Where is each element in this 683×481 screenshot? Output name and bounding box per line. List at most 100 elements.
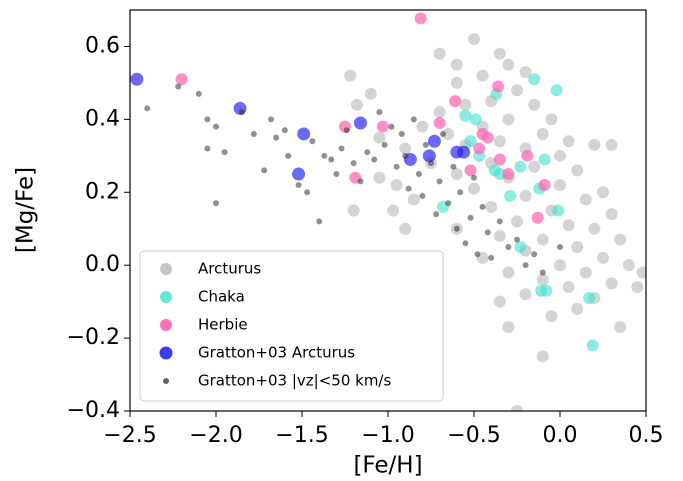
point xyxy=(488,254,495,261)
y-tick-label: 0.2 xyxy=(85,179,120,204)
legend-label: Chaka xyxy=(198,288,245,306)
point xyxy=(502,321,515,334)
point xyxy=(450,168,463,181)
point xyxy=(471,174,477,181)
x-tick-label: −1.0 xyxy=(361,423,414,448)
legend-marker xyxy=(159,346,173,360)
x-tick-label: −1.5 xyxy=(275,423,328,448)
point xyxy=(511,215,523,228)
x-tick-label: 0.5 xyxy=(629,423,664,448)
point xyxy=(521,149,534,162)
point xyxy=(464,164,477,177)
point xyxy=(364,149,371,156)
point xyxy=(571,164,584,177)
point xyxy=(433,117,446,130)
point xyxy=(464,135,477,148)
legend-marker xyxy=(163,378,169,384)
point xyxy=(407,193,420,206)
point xyxy=(614,233,627,246)
point xyxy=(410,116,417,123)
y-tick-label: −0.4 xyxy=(67,398,120,423)
point xyxy=(445,200,452,207)
point xyxy=(387,204,400,217)
point xyxy=(479,203,486,210)
y-axis-label: [Mg/Fe] xyxy=(13,167,39,253)
point xyxy=(557,243,563,250)
legend-marker xyxy=(160,263,172,275)
x-tick-label: −0.5 xyxy=(447,423,500,448)
point xyxy=(579,193,592,206)
point xyxy=(502,58,515,71)
point xyxy=(476,69,489,82)
point xyxy=(536,233,549,246)
point xyxy=(531,251,538,258)
legend-marker xyxy=(160,291,172,303)
point xyxy=(433,47,446,60)
x-axis-label: [Fe/H] xyxy=(353,453,422,479)
point xyxy=(528,98,541,111)
point xyxy=(636,266,646,279)
point xyxy=(588,138,601,151)
point xyxy=(457,189,464,196)
point xyxy=(484,229,491,236)
point xyxy=(204,116,211,123)
point xyxy=(522,262,529,269)
point xyxy=(622,259,635,272)
point xyxy=(357,178,364,185)
point xyxy=(399,222,412,235)
point xyxy=(502,266,515,279)
legend-marker xyxy=(160,319,172,331)
point xyxy=(514,160,527,173)
point xyxy=(321,152,328,159)
point xyxy=(442,127,455,140)
point xyxy=(213,200,219,207)
point xyxy=(285,152,292,159)
point xyxy=(422,141,429,148)
point xyxy=(373,171,386,184)
point xyxy=(514,236,520,243)
point xyxy=(539,269,546,276)
point xyxy=(347,204,360,217)
point xyxy=(344,69,357,82)
point xyxy=(528,73,541,86)
point xyxy=(238,109,245,116)
point xyxy=(493,230,506,243)
plot-area xyxy=(130,12,646,411)
point xyxy=(376,109,383,116)
point xyxy=(538,153,551,166)
point xyxy=(583,291,596,304)
point xyxy=(353,116,367,130)
y-tick-label: 0.4 xyxy=(85,106,120,131)
point xyxy=(261,167,268,174)
point xyxy=(415,171,422,178)
point xyxy=(511,84,523,97)
point xyxy=(343,127,350,134)
point xyxy=(536,350,549,363)
point xyxy=(554,259,566,272)
point xyxy=(428,160,434,167)
point xyxy=(571,302,584,315)
point xyxy=(309,138,316,145)
legend-box xyxy=(139,250,444,402)
x-tick-label: −2.0 xyxy=(189,423,242,448)
point xyxy=(562,219,575,232)
point xyxy=(450,58,463,71)
point xyxy=(605,138,618,151)
point xyxy=(554,178,566,191)
point xyxy=(449,95,462,108)
point xyxy=(273,134,280,141)
point xyxy=(505,243,512,250)
point xyxy=(250,130,257,137)
point xyxy=(213,123,219,130)
point xyxy=(295,181,302,188)
point xyxy=(493,295,506,308)
point xyxy=(130,72,144,86)
point xyxy=(469,113,482,126)
point xyxy=(402,152,409,159)
point xyxy=(350,160,357,167)
point xyxy=(376,120,389,133)
point xyxy=(502,168,515,181)
point xyxy=(588,222,601,235)
point xyxy=(514,240,527,253)
